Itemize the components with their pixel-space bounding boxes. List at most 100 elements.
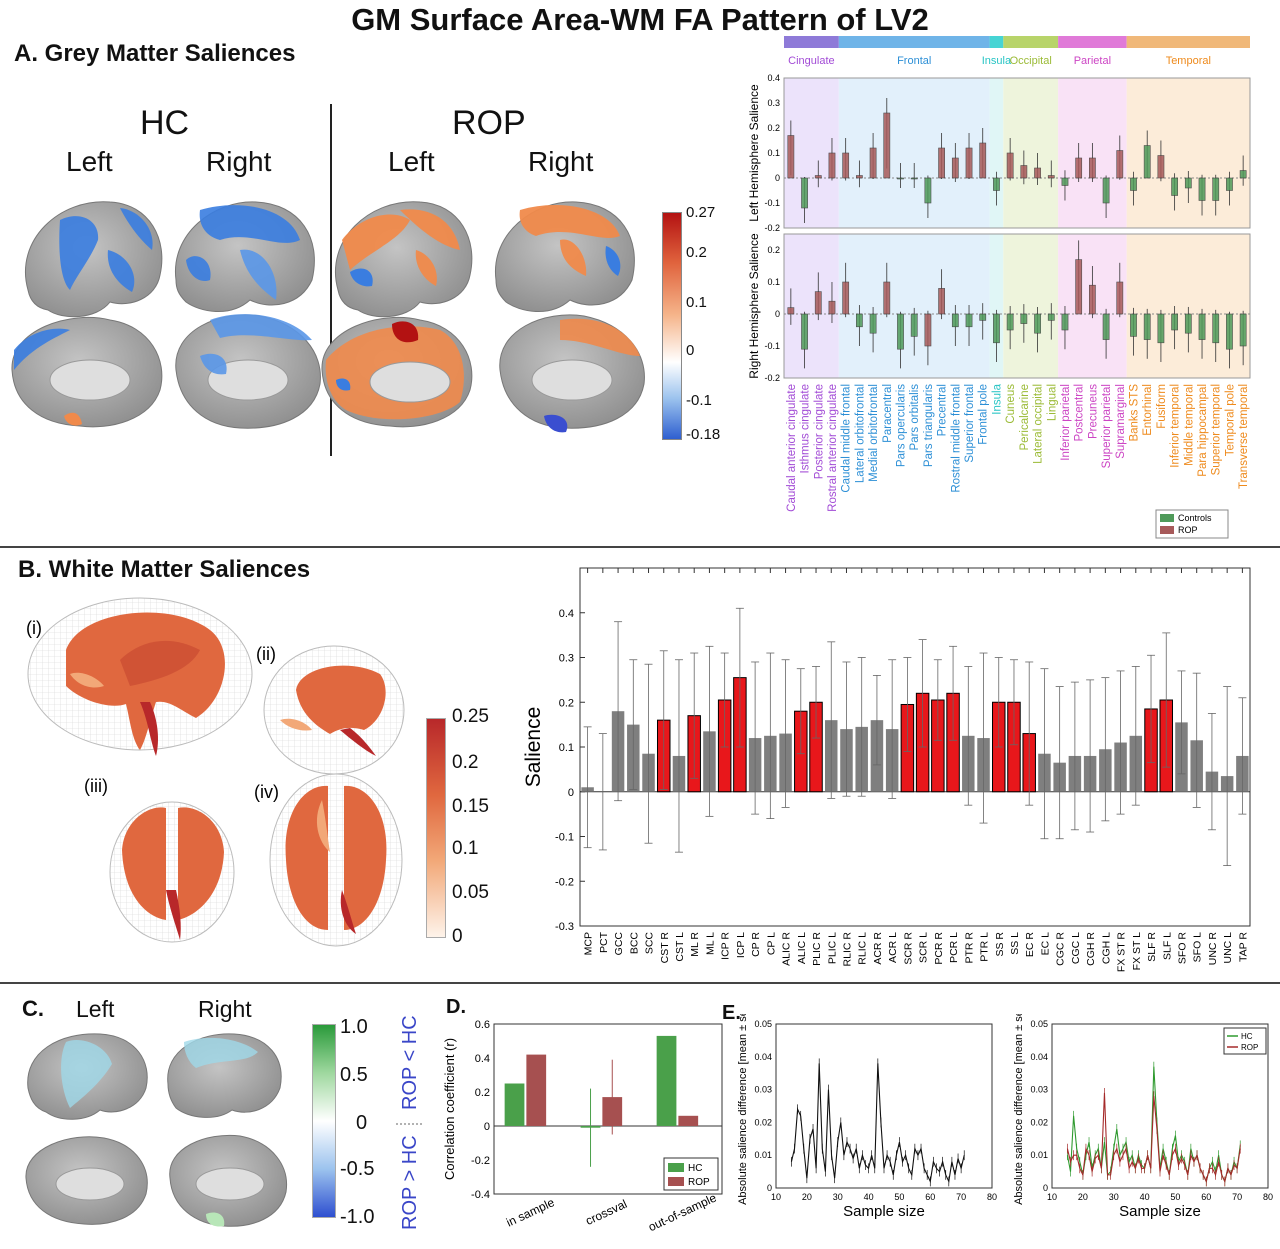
hc-right-medial-brain bbox=[175, 314, 321, 429]
section-b-heading: B. White Matter Saliences bbox=[18, 556, 311, 583]
gm-category-label: Lingual bbox=[1046, 384, 1058, 421]
diff-all-ytick-label: 0 bbox=[767, 1183, 772, 1193]
wm-category-label: MCP bbox=[583, 932, 595, 955]
gm-left-box bbox=[1184, 177, 1192, 189]
wm-category-label: FX ST L bbox=[1131, 932, 1143, 970]
gm-category-label: Medial orbitofrontal bbox=[868, 384, 880, 482]
wm-category-label: SCC bbox=[644, 932, 656, 955]
diff-all-xlabel: Sample size bbox=[843, 1203, 925, 1220]
gm-colorbar-tick: 0 bbox=[686, 342, 695, 359]
group-divider bbox=[330, 104, 332, 456]
gm-right-ytick: 0.2 bbox=[767, 245, 780, 255]
wm-colorbar-tick: 0.15 bbox=[452, 796, 489, 817]
gm-right-box bbox=[1034, 313, 1041, 334]
gm-right-box bbox=[1130, 313, 1137, 337]
gm-left-ylabel: Left Hemisphere Salience bbox=[747, 84, 761, 222]
gm-left-box bbox=[1143, 145, 1151, 179]
lobe-label: Occipital bbox=[1010, 55, 1052, 67]
gm-category-label: Fusiform bbox=[1156, 384, 1168, 429]
c-colorbar-tick: -1.0 bbox=[340, 1206, 375, 1228]
wm-category-label: SCR L bbox=[918, 932, 930, 963]
diff-all-frame bbox=[775, 1023, 993, 1189]
rop-right-medial-brain bbox=[499, 314, 645, 433]
rop-greater-than-hc-label: ROP > HC bbox=[399, 1135, 421, 1230]
gm-colorbar bbox=[662, 212, 682, 440]
wm-ylabel: Salience bbox=[522, 707, 545, 788]
gm-category-label: Transverse temporal bbox=[1238, 384, 1250, 489]
rop-less-than-hc-label: ROP < HC bbox=[399, 1015, 421, 1110]
gm-right-box bbox=[1171, 313, 1179, 331]
gm-right-ylabel: Right Hemisphere Salience bbox=[747, 233, 761, 379]
wm-category-label: PLIC L bbox=[826, 932, 838, 964]
lobe-label: Temporal bbox=[1166, 55, 1211, 67]
wm-category-label: PCT bbox=[598, 931, 610, 953]
gm-right-lobe-band bbox=[1126, 234, 1250, 378]
lobe-header-bar bbox=[1003, 36, 1059, 48]
gm-left-box bbox=[910, 177, 918, 180]
diff-groups-legend-label: HC bbox=[1241, 1032, 1253, 1041]
gm-right-box bbox=[1061, 313, 1069, 331]
gm-left-box bbox=[979, 142, 987, 179]
wm-category-label: GCC bbox=[613, 932, 625, 956]
gm-left-ytick: -0.2 bbox=[764, 223, 780, 233]
gm-right-box bbox=[993, 313, 1000, 344]
wm-category-label: FX ST R bbox=[1116, 932, 1128, 972]
diff-all-xtick-label: 20 bbox=[802, 1192, 812, 1202]
lobe-label: Cingulate bbox=[788, 55, 834, 67]
gm-right-box bbox=[1102, 313, 1110, 340]
gm-left-box bbox=[924, 177, 932, 204]
rop-left-lateral-brain bbox=[335, 201, 473, 318]
wm-category-label: EC L bbox=[1039, 932, 1051, 956]
gm-left-box bbox=[1047, 175, 1055, 179]
gm-category-label: Entorhinal bbox=[1142, 384, 1154, 436]
gm-left-box bbox=[1116, 150, 1124, 179]
gm-left-box bbox=[1061, 177, 1069, 186]
gm-left-box bbox=[1034, 167, 1041, 179]
corr-bar-hc bbox=[656, 1035, 677, 1126]
wm-category-label: CGH L bbox=[1100, 932, 1112, 964]
gm-category-label: Lateral occipital bbox=[1033, 384, 1045, 464]
wm-category-label: CST R bbox=[659, 932, 671, 964]
diff-all-xtick-label: 40 bbox=[864, 1192, 874, 1202]
wm-category-label: BCC bbox=[628, 932, 640, 955]
gm-left-box bbox=[828, 152, 836, 179]
gm-colorbar-tick: -0.1 bbox=[686, 392, 712, 409]
gm-right-ytick: -0.1 bbox=[764, 341, 780, 351]
corr-legend-swatch bbox=[668, 1177, 684, 1186]
hc-left-lateral-brain bbox=[25, 201, 163, 318]
diff-groups-ytick-label: 0.04 bbox=[1030, 1052, 1048, 1062]
corr-frame bbox=[493, 1023, 723, 1195]
diff-all-xtick-label: 80 bbox=[987, 1192, 997, 1202]
diff-groups-xtick-label: 50 bbox=[1170, 1192, 1180, 1202]
view-label-i: (i) bbox=[26, 618, 42, 638]
diff-groups-ylabel: Absolute salience difference [mean ± se] bbox=[1013, 1014, 1025, 1205]
wm-category-label: RLIC R bbox=[841, 932, 853, 967]
corr-ylabel: Correlation coefficient (r) bbox=[442, 1038, 457, 1180]
corr-category-label: out-of-sample bbox=[646, 1190, 719, 1234]
gm-right-frame bbox=[783, 233, 1251, 379]
wm-category-label: ALIC R bbox=[781, 932, 793, 966]
gm-category-label: Pericalcarine bbox=[1019, 384, 1031, 450]
gm-category-label: Precentral bbox=[937, 384, 949, 436]
wm-category-label: CGC L bbox=[1070, 932, 1082, 964]
lobe-label: Frontal bbox=[897, 55, 931, 67]
lobe-header-bar bbox=[1058, 36, 1127, 48]
gm-category-label: Banks STS bbox=[1129, 384, 1141, 442]
gm-left-ytick: 0.3 bbox=[767, 98, 780, 108]
panel-c-left-label: Left bbox=[76, 996, 115, 1022]
wm-ytick-label: -0.1 bbox=[555, 832, 574, 844]
diff-all-ytick-label: 0.04 bbox=[754, 1052, 772, 1062]
corr-category-label: in sample bbox=[504, 1195, 557, 1230]
diff-groups-ytick-label: 0.02 bbox=[1030, 1117, 1048, 1127]
wm-category-label: ALIC L bbox=[796, 932, 808, 964]
gm-left-box bbox=[855, 175, 863, 179]
wm-category-label: SS R bbox=[994, 932, 1006, 957]
c-colorbar-tick: 0 bbox=[356, 1112, 368, 1134]
view-label-ii: (ii) bbox=[256, 644, 276, 664]
corr-ytick-label: 0.2 bbox=[475, 1087, 490, 1099]
wm-colorbar-tick: 0.1 bbox=[452, 838, 479, 859]
diff-groups-ytick-label: 0.01 bbox=[1030, 1150, 1048, 1160]
wm-colorbar-tick: 0.25 bbox=[452, 706, 489, 727]
wm-category-label: RLIC L bbox=[857, 932, 869, 965]
